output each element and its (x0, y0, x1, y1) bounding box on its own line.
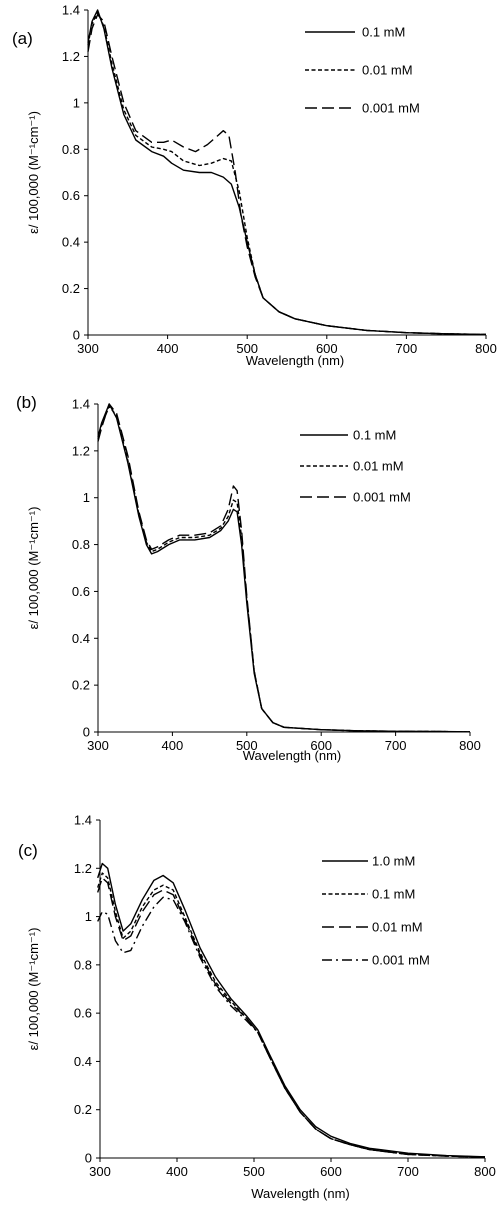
y-tick-label: 1 (73, 95, 80, 110)
y-tick-label: 0.8 (72, 537, 90, 552)
chart-panel-c: 300 400 500 600 700 800 0 0.2 0.4 0.6 0.8 1 1.2 1.4 Wa… (0, 790, 503, 1208)
legend-label: 0.001 mM (353, 490, 411, 505)
series-line (87, 13, 487, 336)
x-tick-label: 300 (89, 1164, 111, 1179)
y-tick-label: 1.2 (72, 443, 90, 458)
chart-svg: 300 400 500 600 700 800 0 0.2 0.4 0.6 0.8 1 1.2 1.4 Wa… (18, 813, 496, 1202)
y-axis-title: ε/ 100,000 (M⁻¹cm⁻¹) (26, 928, 41, 1051)
x-tick-label: 800 (474, 1164, 496, 1179)
legend-label: 0.001 mM (372, 953, 430, 968)
y-tick-label: 1 (85, 909, 92, 924)
x-tick-label: 800 (475, 341, 497, 356)
legend-label: 0.001 mM (362, 101, 420, 116)
legend-label: 0.1 mM (372, 887, 415, 902)
panel-label: (a) (12, 29, 33, 48)
series-line (87, 9, 487, 336)
x-tick-label: 600 (310, 738, 332, 753)
series-line (97, 403, 471, 733)
y-tick-label: 0 (73, 328, 80, 343)
series-line (97, 862, 486, 1158)
y-tick-label: 0.8 (62, 142, 80, 157)
x-tick-label: 700 (385, 738, 407, 753)
legend-label: 0.01 mM (372, 920, 423, 935)
series-line (97, 877, 486, 1158)
legend-label: 0.1 mM (362, 25, 405, 40)
y-tick-label: 1.4 (74, 813, 92, 828)
y-tick-label: 0.2 (62, 281, 80, 296)
legend-label: 1.0 mM (372, 854, 415, 869)
chart-panel-a: 300 400 500 600 700 800 0 0.2 0.4 0.6 0.8 1 1.2 1.4 Wa… (0, 0, 503, 390)
y-tick-label: 1.2 (74, 861, 92, 876)
y-tick-label: 0.6 (72, 584, 90, 599)
y-tick-label: 0.6 (62, 188, 80, 203)
x-tick-label: 500 (236, 738, 258, 753)
y-tick-label: 1 (83, 490, 90, 505)
legend-label: 0.01 mM (353, 459, 404, 474)
x-tick-label: 400 (157, 341, 179, 356)
x-tick-label: 700 (397, 1164, 419, 1179)
y-tick-label: 0.8 (74, 957, 92, 972)
series-line (97, 896, 486, 1158)
y-tick-label: 0.2 (72, 678, 90, 693)
x-tick-label: 500 (243, 1164, 265, 1179)
y-tick-label: 1.4 (72, 397, 90, 412)
chart-panel-b: 300 400 500 600 700 800 0 0.2 0.4 0.6 0.8 1 1.2 1.4 Wa… (0, 390, 503, 790)
x-tick-label: 300 (87, 738, 109, 753)
legend-label: 0.01 mM (362, 63, 413, 78)
y-tick-label: 1.4 (62, 3, 80, 18)
y-axis-title: ε/ 100,000 (M⁻¹cm⁻¹) (26, 507, 41, 630)
x-tick-label: 500 (236, 341, 258, 356)
y-tick-label: 0 (85, 1151, 92, 1166)
panel-label: (b) (16, 393, 37, 412)
y-tick-label: 0.4 (74, 1054, 92, 1069)
x-axis-title: Wavelength (nm) (246, 353, 345, 368)
y-tick-label: 0.6 (74, 1006, 92, 1021)
series-line (87, 11, 487, 336)
legend-label: 0.1 mM (353, 428, 396, 443)
y-tick-label: 0.2 (74, 1102, 92, 1117)
y-tick-label: 0.4 (72, 631, 90, 646)
x-tick-label: 400 (162, 738, 184, 753)
x-tick-label: 300 (77, 341, 99, 356)
x-tick-label: 600 (320, 1164, 342, 1179)
y-axis-title: ε/ 100,000 (M⁻¹cm⁻¹) (26, 111, 41, 234)
chart-svg: 300 400 500 600 700 800 0 0.2 0.4 0.6 0.8 1 1.2 1.4 Wa… (16, 393, 481, 763)
series-line (97, 405, 471, 733)
panel-label: (c) (18, 841, 38, 860)
x-axis-title: Wavelength (nm) (243, 748, 342, 763)
y-tick-label: 1.2 (62, 49, 80, 64)
y-tick-label: 0.4 (62, 235, 80, 250)
x-tick-label: 400 (166, 1164, 188, 1179)
series-line (97, 403, 471, 733)
x-axis-title: Wavelength (nm) (251, 1186, 350, 1201)
chart-svg: 300 400 500 600 700 800 0 0.2 0.4 0.6 0.8 1 1.2 1.4 Wa… (12, 3, 497, 369)
y-tick-label: 0 (83, 725, 90, 740)
x-tick-label: 800 (459, 738, 481, 753)
series-line (97, 872, 486, 1158)
x-tick-label: 600 (316, 341, 338, 356)
x-tick-label: 700 (396, 341, 418, 356)
